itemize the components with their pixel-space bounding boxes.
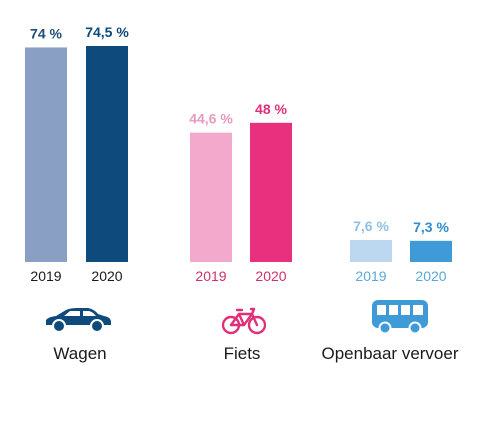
bar-openbaar-vervoer-2019 bbox=[350, 239, 392, 262]
group-label-openbaar-vervoer: Openbaar vervoer bbox=[321, 344, 459, 363]
year-label-openbaar-vervoer-2020: 2020 bbox=[415, 268, 446, 284]
value-label-fiets-2020: 48 % bbox=[255, 101, 287, 117]
value-label-openbaar-vervoer-2020: 7,3 % bbox=[413, 219, 449, 235]
value-label-openbaar-vervoer-2019: 7,6 % bbox=[353, 218, 389, 234]
bar-wagen-2019 bbox=[25, 47, 67, 263]
value-label-fiets-2019: 44,6 % bbox=[189, 111, 233, 127]
bicycle-icon bbox=[222, 307, 266, 335]
group-label-fiets: Fiets bbox=[223, 344, 261, 363]
year-label-openbaar-vervoer-2019: 2019 bbox=[355, 268, 386, 284]
bar-fiets-2020 bbox=[250, 122, 292, 262]
value-label-wagen-2019: 74 % bbox=[30, 25, 62, 41]
group-label-wagen: Wagen bbox=[53, 344, 107, 363]
car-icon bbox=[46, 308, 111, 333]
year-label-wagen-2019: 2019 bbox=[30, 268, 61, 284]
bar-fiets-2019 bbox=[190, 132, 232, 262]
bar-openbaar-vervoer-2020 bbox=[410, 240, 452, 262]
bar-wagen-2020 bbox=[86, 46, 128, 262]
bus-icon bbox=[372, 300, 428, 335]
year-label-fiets-2020: 2020 bbox=[255, 268, 286, 284]
year-label-fiets-2019: 2019 bbox=[195, 268, 226, 284]
value-label-wagen-2020: 74,5 % bbox=[85, 24, 129, 40]
year-label-wagen-2020: 2020 bbox=[91, 268, 122, 284]
